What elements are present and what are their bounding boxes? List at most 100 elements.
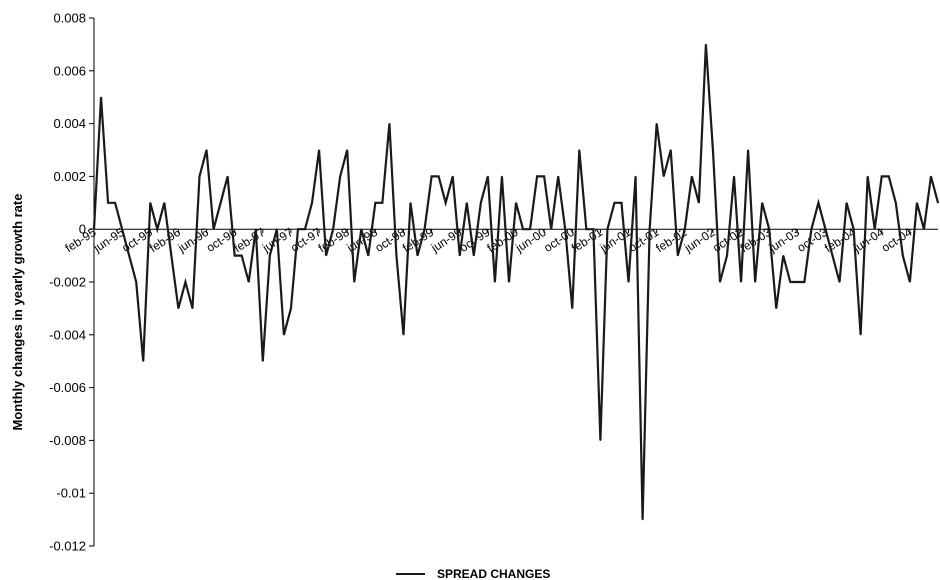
data-point — [283, 334, 285, 336]
data-point — [339, 175, 341, 177]
series-layer — [92, 43, 940, 521]
data-point — [817, 202, 820, 204]
data-point — [212, 228, 215, 230]
data-point — [163, 202, 165, 204]
data-point — [501, 175, 503, 177]
data-point — [93, 228, 95, 230]
y-tick-label: 0.004 — [53, 116, 86, 131]
data-point — [677, 255, 679, 257]
data-point — [325, 255, 327, 257]
data-point — [107, 202, 109, 204]
data-point — [409, 202, 412, 204]
data-point — [796, 281, 798, 283]
data-point — [874, 228, 876, 230]
data-point — [691, 175, 693, 177]
data-point — [733, 175, 735, 177]
data-point — [473, 255, 475, 257]
data-point — [374, 202, 376, 204]
data-point — [248, 281, 250, 283]
data-point — [789, 281, 791, 283]
data-point — [416, 255, 419, 257]
y-tick-label: -0.002 — [49, 275, 86, 290]
data-point — [276, 228, 278, 230]
y-tick-label: -0.006 — [49, 380, 86, 395]
data-point — [367, 255, 369, 257]
data-point — [311, 202, 313, 204]
data-point — [360, 228, 362, 230]
data-point — [838, 281, 841, 283]
data-point — [895, 202, 897, 204]
data-point — [768, 228, 770, 230]
data-point — [184, 281, 187, 283]
data-point — [810, 228, 813, 230]
data-point — [304, 228, 306, 230]
data-point — [627, 281, 630, 283]
data-point — [824, 228, 827, 230]
data-point — [191, 307, 194, 309]
data-point — [937, 202, 939, 204]
data-point — [402, 334, 405, 336]
y-tick-label: -0.01 — [56, 486, 86, 501]
y-tick-label: 0.006 — [53, 63, 86, 78]
data-point — [438, 175, 440, 177]
data-point — [719, 281, 721, 283]
y-tick-label: 0.008 — [53, 11, 86, 26]
data-point — [318, 149, 320, 151]
data-point — [564, 228, 566, 230]
data-point — [620, 202, 623, 204]
data-point — [698, 202, 700, 204]
data-point — [712, 149, 714, 151]
data-point — [487, 175, 489, 177]
data-point — [515, 202, 517, 204]
data-point — [431, 175, 433, 177]
data-point — [726, 255, 728, 257]
data-point — [867, 175, 869, 177]
data-point — [459, 255, 461, 257]
data-point — [494, 281, 496, 283]
data-point — [234, 255, 236, 257]
data-point — [353, 281, 355, 283]
data-point — [853, 228, 855, 230]
data-point — [522, 228, 524, 230]
data-point — [916, 202, 918, 204]
data-point — [845, 202, 848, 204]
data-point — [445, 202, 447, 204]
y-tick-label: 0.002 — [53, 169, 86, 184]
data-point — [649, 228, 651, 230]
data-point — [156, 228, 158, 230]
data-point — [670, 149, 672, 151]
data-point — [100, 96, 102, 98]
y-tick-label: 0 — [79, 222, 86, 237]
data-point — [205, 149, 208, 151]
data-point — [881, 175, 883, 177]
data-point — [135, 281, 137, 283]
data-point — [747, 149, 749, 151]
data-point — [388, 123, 390, 125]
data-point — [332, 228, 334, 230]
data-point — [550, 228, 552, 230]
data-point — [902, 255, 904, 257]
data-point — [128, 255, 130, 257]
data-point — [909, 281, 911, 283]
data-point — [220, 202, 222, 204]
data-point — [585, 228, 587, 230]
data-point — [803, 281, 805, 283]
data-point — [775, 307, 777, 309]
data-point — [860, 334, 862, 336]
data-point — [297, 228, 299, 230]
data-point — [761, 202, 763, 204]
data-point — [346, 149, 348, 151]
legend: SPREAD CHANGES — [396, 567, 550, 580]
y-tick-label: -0.004 — [49, 327, 86, 342]
y-axis-title: Monthly changes in yearly growth rate — [10, 194, 25, 431]
data-point — [888, 175, 890, 177]
data-point — [395, 255, 398, 257]
data-point — [578, 149, 580, 151]
data-point — [592, 228, 594, 230]
data-point — [177, 307, 179, 309]
data-point — [423, 228, 426, 230]
data-point — [930, 175, 932, 177]
data-point — [571, 307, 573, 309]
data-point — [241, 255, 243, 257]
data-point — [536, 175, 538, 177]
